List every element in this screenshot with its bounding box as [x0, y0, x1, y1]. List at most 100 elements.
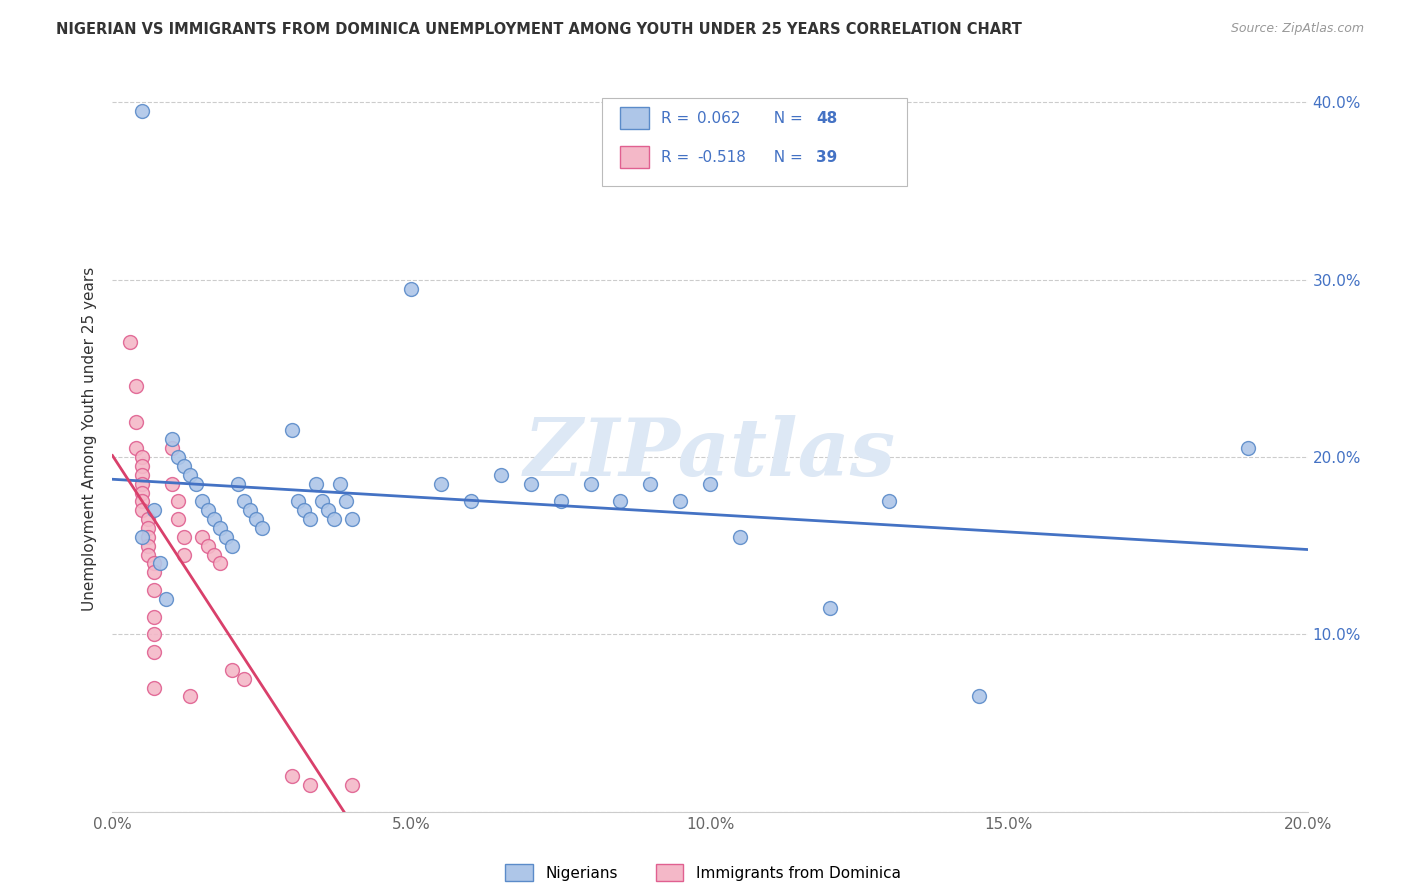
Text: -0.518: -0.518: [697, 150, 745, 164]
Point: [162, 441, 183, 455]
Point: [143, 681, 166, 695]
Point: [125, 441, 148, 455]
Point: [120, 334, 142, 349]
Point: [311, 494, 333, 508]
Point: [179, 690, 201, 704]
Point: [281, 769, 304, 783]
Point: [818, 600, 841, 615]
Point: [728, 530, 751, 544]
Point: [226, 476, 249, 491]
FancyBboxPatch shape: [620, 146, 650, 169]
Text: N =: N =: [763, 111, 807, 126]
Point: [202, 548, 225, 562]
Text: R =: R =: [661, 150, 695, 164]
Point: [209, 521, 232, 535]
Point: [221, 539, 243, 553]
Point: [609, 494, 631, 508]
Point: [460, 494, 482, 508]
Point: [143, 557, 166, 571]
Point: [329, 476, 352, 491]
Point: [131, 450, 153, 464]
Point: [125, 415, 148, 429]
Point: [167, 494, 190, 508]
Point: [489, 467, 512, 482]
Point: [305, 476, 328, 491]
Text: 0.062: 0.062: [697, 111, 741, 126]
Point: [316, 503, 339, 517]
Point: [879, 494, 901, 508]
Point: [298, 512, 321, 526]
Y-axis label: Unemployment Among Youth under 25 years: Unemployment Among Youth under 25 years: [82, 268, 97, 611]
Point: [287, 494, 309, 508]
Point: [138, 512, 160, 526]
Point: [186, 476, 208, 491]
Point: [197, 539, 219, 553]
Point: [335, 494, 357, 508]
Point: [322, 512, 344, 526]
Point: [143, 645, 166, 659]
Point: [401, 282, 423, 296]
FancyBboxPatch shape: [603, 98, 907, 186]
Point: [221, 663, 243, 677]
Point: [340, 512, 363, 526]
Point: [131, 476, 153, 491]
Point: [138, 548, 160, 562]
Point: [250, 521, 273, 535]
Point: [699, 476, 721, 491]
Point: [550, 494, 572, 508]
Point: [131, 503, 153, 517]
Point: [173, 548, 195, 562]
Point: [292, 503, 315, 517]
Point: [281, 424, 304, 438]
Point: [173, 530, 195, 544]
Text: NIGERIAN VS IMMIGRANTS FROM DOMINICA UNEMPLOYMENT AMONG YOUTH UNDER 25 YEARS COR: NIGERIAN VS IMMIGRANTS FROM DOMINICA UNE…: [56, 22, 1022, 37]
Point: [131, 485, 153, 500]
Point: [179, 467, 201, 482]
Point: [579, 476, 602, 491]
Point: [233, 672, 256, 686]
Point: [167, 512, 190, 526]
Point: [191, 494, 214, 508]
Point: [125, 379, 148, 393]
Point: [149, 557, 172, 571]
Point: [239, 503, 262, 517]
Point: [143, 582, 166, 597]
Point: [143, 627, 166, 641]
Point: [131, 494, 153, 508]
Point: [669, 494, 692, 508]
FancyBboxPatch shape: [620, 107, 650, 129]
Point: [167, 450, 190, 464]
Text: 48: 48: [817, 111, 838, 126]
Point: [143, 503, 166, 517]
Point: [202, 512, 225, 526]
Point: [131, 458, 153, 473]
Point: [162, 433, 183, 447]
Point: [197, 503, 219, 517]
Point: [215, 530, 238, 544]
Point: [340, 778, 363, 792]
Point: [131, 104, 153, 119]
Point: [1237, 441, 1260, 455]
Point: [138, 539, 160, 553]
Point: [245, 512, 267, 526]
Point: [138, 521, 160, 535]
Point: [191, 530, 214, 544]
Legend: Nigerians, Immigrants from Dominica: Nigerians, Immigrants from Dominica: [499, 858, 907, 888]
Text: R =: R =: [661, 111, 695, 126]
Point: [233, 494, 256, 508]
Point: [131, 467, 153, 482]
Point: [138, 530, 160, 544]
Text: N =: N =: [763, 150, 807, 164]
Point: [298, 778, 321, 792]
Point: [155, 591, 177, 606]
Point: [173, 458, 195, 473]
Text: ZIPatlas: ZIPatlas: [524, 416, 896, 493]
Point: [143, 609, 166, 624]
Point: [131, 530, 153, 544]
Point: [520, 476, 543, 491]
Point: [430, 476, 453, 491]
Point: [162, 476, 183, 491]
Text: Source: ZipAtlas.com: Source: ZipAtlas.com: [1230, 22, 1364, 36]
Point: [967, 690, 990, 704]
Point: [640, 476, 662, 491]
